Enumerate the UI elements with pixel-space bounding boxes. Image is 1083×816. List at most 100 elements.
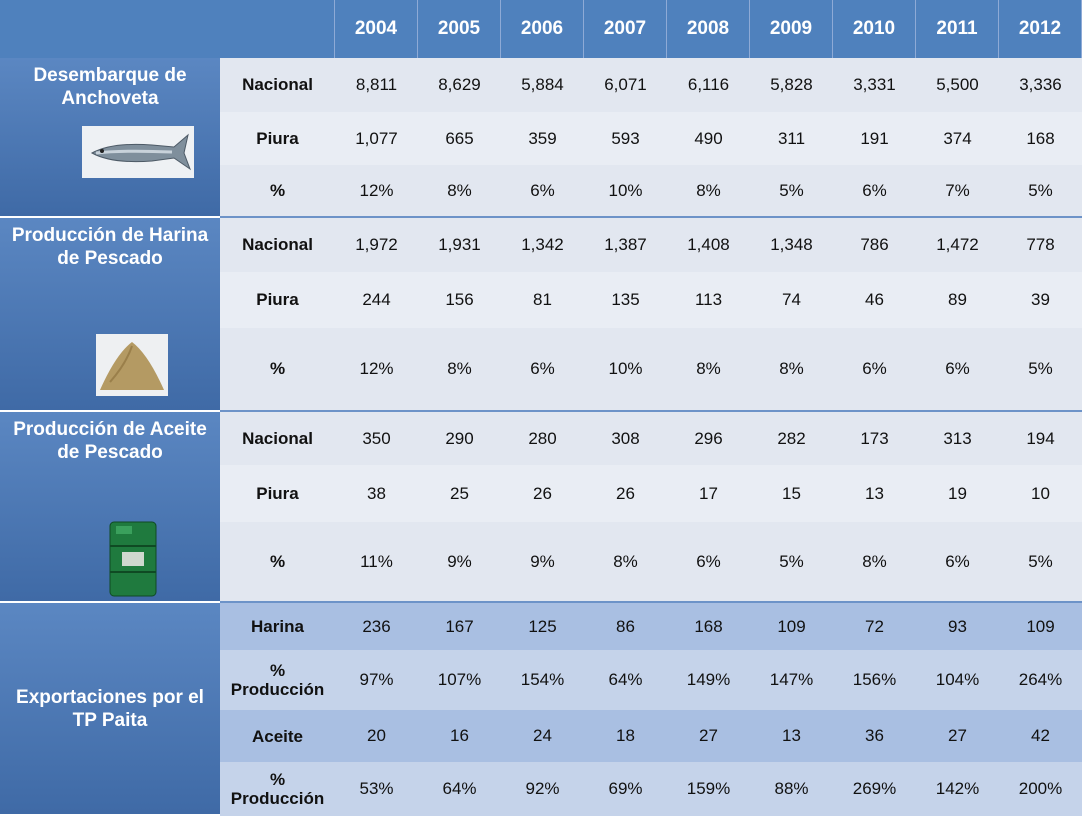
value-cell: 168 — [999, 112, 1082, 165]
value-cell: 1,342 — [501, 218, 584, 272]
row-label: % — [220, 522, 335, 603]
value-cell: 12% — [335, 328, 418, 412]
value-cell: 264% — [999, 650, 1082, 710]
value-cell: 27 — [667, 710, 750, 762]
value-cell: 64% — [584, 650, 667, 710]
value-cell: 154% — [501, 650, 584, 710]
year-header: 2011 — [916, 0, 999, 58]
value-cell: 173 — [833, 412, 916, 465]
value-cell: 109 — [750, 603, 833, 650]
value-cell: 38 — [335, 465, 418, 522]
row-label: Nacional — [220, 412, 335, 465]
value-cell: 1,472 — [916, 218, 999, 272]
value-cell: 10% — [584, 165, 667, 218]
value-cell: 194 — [999, 412, 1082, 465]
value-cell: 5% — [999, 328, 1082, 412]
value-cell: 147% — [750, 650, 833, 710]
value-cell: 97% — [335, 650, 418, 710]
value-cell: 16 — [418, 710, 501, 762]
value-cell: 6,116 — [667, 58, 750, 112]
value-cell: 244 — [335, 272, 418, 328]
value-cell: 1,408 — [667, 218, 750, 272]
value-cell: 5,500 — [916, 58, 999, 112]
year-header: 2007 — [584, 0, 667, 58]
value-cell: 6% — [916, 328, 999, 412]
value-cell: 350 — [335, 412, 418, 465]
value-cell: 17 — [667, 465, 750, 522]
row-label: Nacional — [220, 58, 335, 112]
value-cell: 12% — [335, 165, 418, 218]
value-cell: 1,077 — [335, 112, 418, 165]
header-corner — [0, 0, 335, 58]
value-cell: 72 — [833, 603, 916, 650]
value-cell: 64% — [418, 762, 501, 816]
value-cell: 280 — [501, 412, 584, 465]
value-cell: 5% — [999, 522, 1082, 603]
value-cell: 8% — [418, 165, 501, 218]
group-title: Exportaciones por el TP Paita — [0, 603, 220, 816]
value-cell: 269% — [833, 762, 916, 816]
value-cell: 8% — [750, 328, 833, 412]
anchovy-image — [82, 126, 194, 178]
value-cell: 168 — [667, 603, 750, 650]
value-cell: 11% — [335, 522, 418, 603]
value-cell: 159% — [667, 762, 750, 816]
value-cell: 8,629 — [418, 58, 501, 112]
value-cell: 89 — [916, 272, 999, 328]
row-label: Piura — [220, 465, 335, 522]
value-cell: 313 — [916, 412, 999, 465]
value-cell: 308 — [584, 412, 667, 465]
value-cell: 6% — [916, 522, 999, 603]
value-cell: 6,071 — [584, 58, 667, 112]
value-cell: 5% — [750, 522, 833, 603]
value-cell: 490 — [667, 112, 750, 165]
value-cell: 10% — [584, 328, 667, 412]
value-cell: 24 — [501, 710, 584, 762]
row-label: % — [220, 165, 335, 218]
row-label: % — [220, 328, 335, 412]
year-header: 2005 — [418, 0, 501, 58]
value-cell: 13 — [833, 465, 916, 522]
value-cell: 593 — [584, 112, 667, 165]
value-cell: 1,931 — [418, 218, 501, 272]
row-label: % Producción — [220, 762, 335, 816]
row-label-text: % Producción — [230, 770, 326, 808]
value-cell: 6% — [501, 328, 584, 412]
value-cell: 109 — [999, 603, 1082, 650]
row-label: Aceite — [220, 710, 335, 762]
value-cell: 1,348 — [750, 218, 833, 272]
row-label: Piura — [220, 272, 335, 328]
value-cell: 27 — [916, 710, 999, 762]
value-cell: 167 — [418, 603, 501, 650]
value-cell: 8% — [667, 165, 750, 218]
value-cell: 13 — [750, 710, 833, 762]
value-cell: 39 — [999, 272, 1082, 328]
value-cell: 6% — [501, 165, 584, 218]
value-cell: 8% — [418, 328, 501, 412]
value-cell: 8% — [584, 522, 667, 603]
value-cell: 104% — [916, 650, 999, 710]
year-header: 2008 — [667, 0, 750, 58]
year-header: 2006 — [501, 0, 584, 58]
year-header: 2012 — [999, 0, 1082, 58]
value-cell: 20 — [335, 710, 418, 762]
value-cell: 359 — [501, 112, 584, 165]
value-cell: 5,828 — [750, 58, 833, 112]
row-label: Harina — [220, 603, 335, 650]
year-header: 2009 — [750, 0, 833, 58]
value-cell: 81 — [501, 272, 584, 328]
value-cell: 36 — [833, 710, 916, 762]
value-cell: 92% — [501, 762, 584, 816]
value-cell: 135 — [584, 272, 667, 328]
value-cell: 3,331 — [833, 58, 916, 112]
value-cell: 6% — [833, 165, 916, 218]
value-cell: 42 — [999, 710, 1082, 762]
value-cell: 6% — [833, 328, 916, 412]
value-cell: 236 — [335, 603, 418, 650]
value-cell: 200% — [999, 762, 1082, 816]
value-cell: 6% — [667, 522, 750, 603]
value-cell: 5,884 — [501, 58, 584, 112]
value-cell: 25 — [418, 465, 501, 522]
value-cell: 86 — [584, 603, 667, 650]
value-cell: 113 — [667, 272, 750, 328]
